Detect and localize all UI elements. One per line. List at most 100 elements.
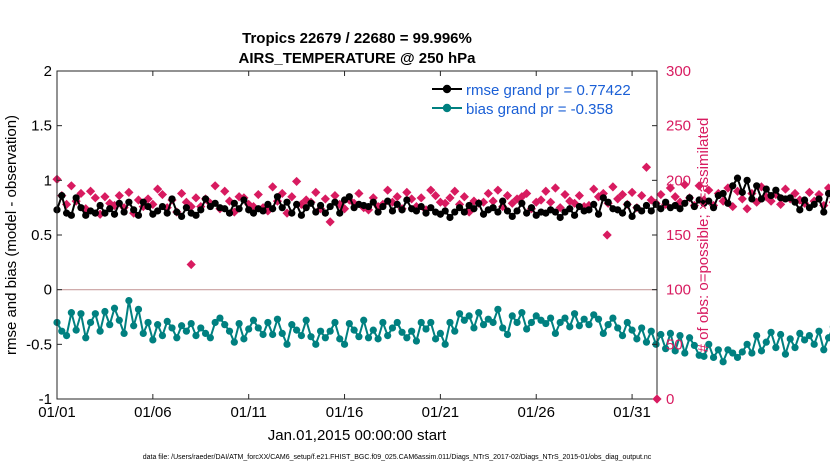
x-tick-label: 01/21 — [422, 404, 460, 421]
bias-series-point — [811, 341, 818, 348]
bias-series-point — [720, 358, 727, 365]
rmse-series-point — [283, 199, 290, 206]
bias-series-point — [255, 324, 262, 331]
bias-series-point — [619, 332, 626, 339]
bias-series-point — [140, 330, 147, 337]
bias-series-point — [820, 346, 827, 353]
bias-series-point — [700, 353, 707, 360]
rmse-series-point — [192, 212, 199, 219]
bias-series-point — [164, 318, 171, 325]
rmse-series-point — [566, 205, 573, 212]
obs-count-point — [781, 184, 790, 193]
bias-series-point — [331, 319, 338, 326]
rmse-series-point — [662, 199, 669, 206]
x-tick-label: 01/06 — [134, 404, 172, 421]
bias-series-point — [763, 339, 770, 346]
bias-series-point — [327, 328, 334, 335]
bias-series-point — [480, 321, 487, 328]
bias-series-point — [288, 321, 295, 328]
bias-series-point — [787, 335, 794, 342]
rmse-series-point — [73, 194, 80, 201]
bias-series-point — [571, 310, 578, 317]
bias-series-point — [73, 327, 80, 334]
rmse-series-point — [374, 208, 381, 215]
chart-title: Tropics 22679 / 22680 = 99.996% — [242, 30, 472, 47]
x-tick-label: 01/16 — [326, 404, 364, 421]
rmse-series-point — [820, 208, 827, 215]
obs-count-point — [805, 188, 814, 197]
rmse-series-point — [475, 200, 482, 207]
rmse-series-point — [763, 185, 770, 192]
rmse-series-point — [748, 195, 755, 202]
bias-series-point — [144, 319, 151, 326]
y-right-tick-label: 200 — [666, 172, 691, 189]
bias-series-point — [715, 346, 722, 353]
bias-series-point — [63, 332, 70, 339]
rmse-series-point — [523, 210, 530, 217]
bias-series-point — [370, 327, 377, 334]
bias-series-point — [648, 328, 655, 335]
bias-series-point — [240, 335, 247, 342]
rmse-series-point — [528, 204, 535, 211]
x-tick-label: 01/26 — [517, 404, 555, 421]
rmse-series-point — [734, 175, 741, 182]
rmse-series-point — [643, 202, 650, 209]
bias-series-point — [188, 320, 195, 327]
y-left-tick-label: 2 — [44, 63, 52, 80]
bias-series-point — [355, 333, 362, 340]
bias-series-point — [561, 314, 568, 321]
rmse-series-point — [595, 211, 602, 218]
y-axis-label-left: rmse and bias (model - observation) — [3, 115, 20, 355]
rmse-series-point — [135, 212, 142, 219]
bias-series-point — [231, 339, 238, 346]
bias-series-point — [183, 328, 190, 335]
bias-series-point — [509, 312, 516, 319]
bias-series-point — [341, 341, 348, 348]
rmse-series-point — [231, 200, 238, 207]
rmse-series-point — [470, 205, 477, 212]
bias-series-point — [758, 347, 765, 354]
bias-series-point — [360, 317, 367, 324]
rmse-series-point — [240, 196, 247, 203]
rmse-series-point — [758, 195, 765, 202]
rmse-series-point — [58, 192, 65, 199]
rmse-series-point — [585, 206, 592, 213]
bias-series-point — [806, 332, 813, 339]
rmse-series-point — [183, 204, 190, 211]
rmse-series-point — [724, 200, 731, 207]
rmse-series-point — [494, 208, 501, 215]
bias-series-point — [624, 319, 631, 326]
bias-series-point — [312, 341, 319, 348]
rmse-series-point — [628, 213, 635, 220]
bias-series-point — [825, 334, 830, 341]
bias-series-point — [499, 324, 506, 331]
bias-series-point — [552, 330, 559, 337]
bias-series-point — [101, 308, 108, 315]
bias-series-point — [149, 336, 156, 343]
bias-series-point — [68, 309, 75, 316]
bias-series-point — [542, 320, 549, 327]
rmse-series-point — [791, 199, 798, 206]
y-right-tick-label: 100 — [666, 282, 691, 299]
rmse-series-point — [461, 208, 468, 215]
bias-series-point — [470, 324, 477, 331]
bias-series-point — [585, 321, 592, 328]
rmse-series-point — [657, 205, 664, 212]
bias-series-point — [116, 317, 123, 324]
bias-series-point — [466, 312, 473, 319]
bias-series-point — [197, 324, 204, 331]
rmse-series-point — [815, 195, 822, 202]
bias-series-point — [791, 344, 798, 351]
bias-series-point — [643, 339, 650, 346]
rmse-series-point — [269, 205, 276, 212]
rmse-series-point — [106, 205, 113, 212]
bias-series-point — [178, 322, 185, 329]
rmse-series-point — [624, 201, 631, 208]
bias-series-point — [216, 314, 223, 321]
rmse-series-point — [811, 201, 818, 208]
bias-series-point — [566, 323, 573, 330]
bias-series-point — [633, 335, 640, 342]
rmse-series-point — [389, 207, 396, 214]
